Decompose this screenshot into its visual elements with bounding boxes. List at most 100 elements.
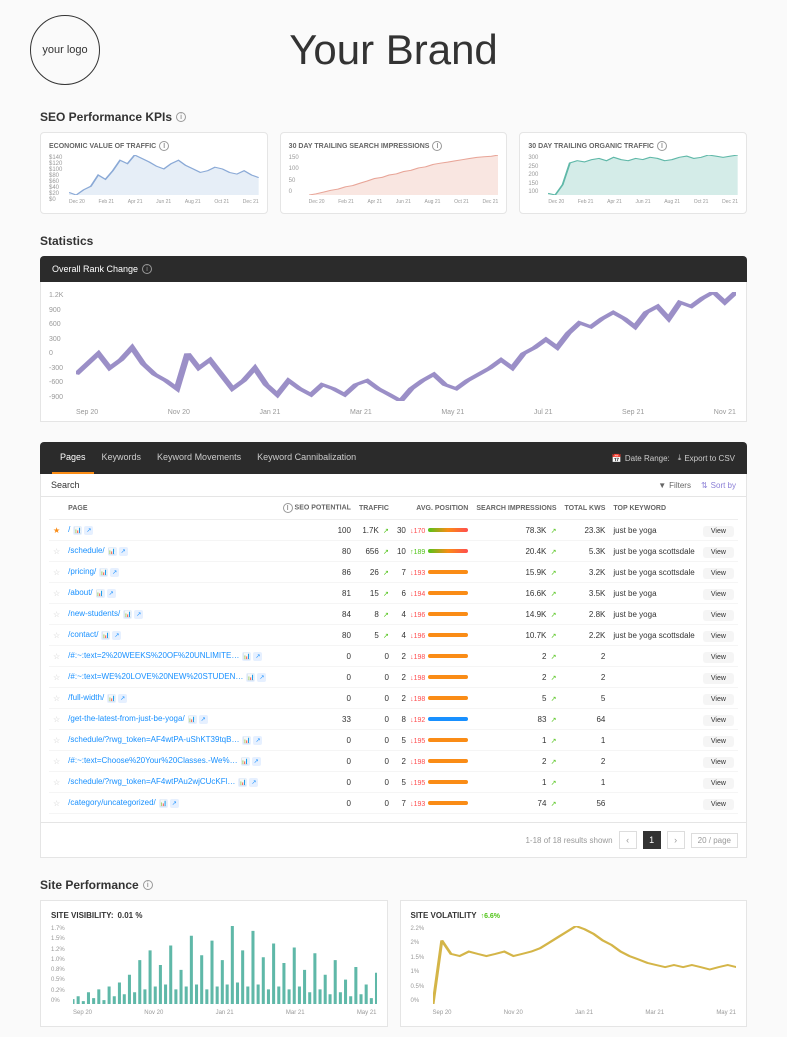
view-button[interactable]: View [703,610,734,621]
link-icon[interactable]: ↗ [119,547,128,556]
column-header[interactable]: PAGE [64,497,270,520]
link-icon[interactable]: ↗ [253,736,262,745]
chart-icon[interactable]: 📊 [96,589,105,598]
view-button[interactable]: View [703,547,734,558]
star-icon[interactable]: ☆ [53,799,60,808]
chart-icon[interactable]: 📊 [99,568,108,577]
link-icon[interactable]: ↗ [110,568,119,577]
page-link[interactable]: /#:~:text=WE%20LOVE%20NEW%20STUDEN… [68,672,243,681]
tab-pages[interactable]: Pages [52,442,94,474]
tab-keywords[interactable]: Keywords [94,442,150,474]
link-icon[interactable]: ↗ [199,715,208,724]
trend-up-icon: ↗ [551,612,557,619]
chart-icon[interactable]: 📊 [159,799,168,808]
page-link[interactable]: /full-width/ [68,693,104,702]
column-header[interactable] [699,497,738,520]
chart-icon[interactable]: 📊 [241,757,250,766]
star-icon[interactable]: ☆ [53,715,60,724]
view-button[interactable]: View [703,757,734,768]
page-size-select[interactable]: 20 / page [691,833,738,848]
star-icon[interactable]: ☆ [53,757,60,766]
date-range-button[interactable]: 📅 Date Range: [612,454,670,463]
view-button[interactable]: View [703,715,734,726]
chart-icon[interactable]: 📊 [242,652,251,661]
link-icon[interactable]: ↗ [84,526,93,535]
star-icon[interactable]: ☆ [53,610,60,619]
export-csv-button[interactable]: ⤓ Export to CSV [678,453,735,463]
page-link[interactable]: /#:~:text=Choose%20Your%20Classes.-We%… [68,756,237,765]
page-link[interactable]: /schedule/ [68,546,104,555]
tab-keyword-cannibalization[interactable]: Keyword Cannibalization [249,442,364,474]
info-icon[interactable]: i [432,141,442,151]
link-icon[interactable]: ↗ [118,694,127,703]
chart-icon[interactable]: 📊 [108,547,117,556]
info-icon[interactable]: i [159,141,169,151]
column-header[interactable]: SEARCH IMPRESSIONS [472,497,560,520]
link-icon[interactable]: ↗ [107,589,116,598]
info-icon[interactable]: i [142,264,152,274]
chart-icon[interactable]: 📊 [107,694,116,703]
page-link[interactable]: /about/ [68,588,92,597]
column-header[interactable]: TOP KEYWORD [609,497,698,520]
page-link[interactable]: /category/uncategorized/ [68,798,156,807]
star-icon[interactable]: ☆ [53,736,60,745]
view-button[interactable]: View [703,652,734,663]
filters-button[interactable]: ▼ Filters [658,481,691,490]
link-icon[interactable]: ↗ [252,757,261,766]
view-button[interactable]: View [703,568,734,579]
page-1-button[interactable]: 1 [643,831,661,849]
star-icon[interactable]: ★ [53,526,60,535]
info-icon[interactable]: i [176,112,186,122]
link-icon[interactable]: ↗ [134,610,143,619]
column-header[interactable]: TRAFFIC [355,497,393,520]
view-button[interactable]: View [703,673,734,684]
link-icon[interactable]: ↗ [249,778,258,787]
chart-icon[interactable]: 📊 [246,673,255,682]
column-header[interactable] [271,497,279,520]
view-button[interactable]: View [703,736,734,747]
chart-icon[interactable]: 📊 [123,610,132,619]
column-header[interactable] [49,497,64,520]
page-link[interactable]: /pricing/ [68,567,96,576]
sort-button[interactable]: ⇅ Sort by [701,481,736,490]
page-link[interactable]: /#:~:text=2%20WEEKS%20OF%20UNLIMITE… [68,651,239,660]
view-button[interactable]: View [703,799,734,810]
link-icon[interactable]: ↗ [112,631,121,640]
page-link[interactable]: /new-students/ [68,609,120,618]
search-label[interactable]: Search [51,480,80,490]
view-button[interactable]: View [703,631,734,642]
page-link[interactable]: /contact/ [68,630,98,639]
star-icon[interactable]: ☆ [53,568,60,577]
chart-icon[interactable]: 📊 [188,715,197,724]
link-icon[interactable]: ↗ [253,652,262,661]
page-link[interactable]: /get-the-latest-from-just-be-yoga/ [68,714,185,723]
link-icon[interactable]: ↗ [170,799,179,808]
prev-page-button[interactable]: ‹ [619,831,637,849]
view-button[interactable]: View [703,589,734,600]
star-icon[interactable]: ☆ [53,694,60,703]
view-button[interactable]: View [703,778,734,789]
next-page-button[interactable]: › [667,831,685,849]
view-button[interactable]: View [703,694,734,705]
page-link[interactable]: /schedule/?rwg_token=AF4wtPA-uShKT39tqB… [68,735,239,744]
page-link[interactable]: /schedule/?rwg_token=AF4wtPAu2wjCUcKFl… [68,777,235,786]
page-link[interactable]: / [68,525,70,534]
column-header[interactable]: TOTAL KWS [561,497,610,520]
info-icon[interactable]: i [657,141,667,151]
column-header[interactable]: i SEO POTENTIAL [279,497,355,520]
view-button[interactable]: View [703,526,734,537]
star-icon[interactable]: ☆ [53,673,60,682]
chart-icon[interactable]: 📊 [73,526,82,535]
chart-icon[interactable]: 📊 [242,736,251,745]
info-icon[interactable]: i [143,880,153,890]
chart-icon[interactable]: 📊 [101,631,110,640]
column-header[interactable]: AVG. POSITION [393,497,472,520]
tab-keyword-movements[interactable]: Keyword Movements [149,442,249,474]
chart-icon[interactable]: 📊 [238,778,247,787]
star-icon[interactable]: ☆ [53,631,60,640]
star-icon[interactable]: ☆ [53,778,60,787]
star-icon[interactable]: ☆ [53,652,60,661]
link-icon[interactable]: ↗ [257,673,266,682]
star-icon[interactable]: ☆ [53,547,60,556]
star-icon[interactable]: ☆ [53,589,60,598]
